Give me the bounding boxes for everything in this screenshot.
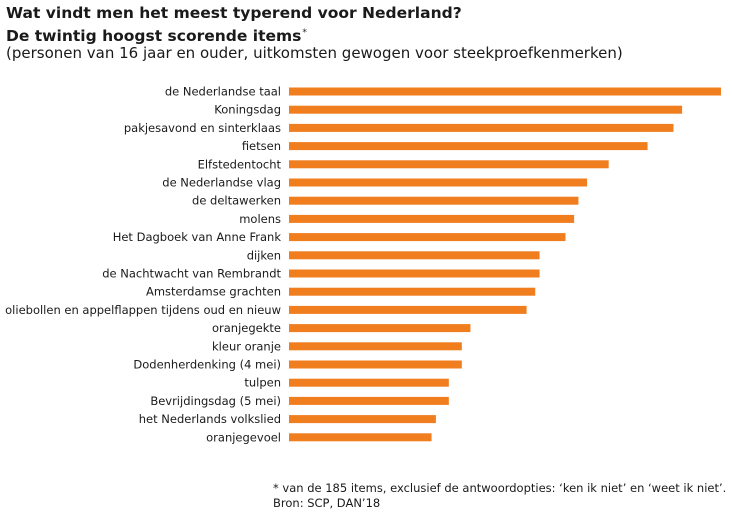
category-label: Koningsdag — [214, 103, 281, 117]
chart-subtitle: De twintig hoogst scorende items* — [6, 23, 307, 46]
bar — [289, 415, 436, 424]
chart-subtitle-text: De twintig hoogst scorende items — [6, 27, 302, 45]
category-label: dijken — [247, 248, 281, 262]
category-label: fietsen — [242, 139, 281, 153]
category-label: oliebollen en appelflappen tijdens oud e… — [5, 303, 281, 317]
bar — [289, 269, 540, 278]
source-line: Bron: SCP, DAN’18 — [273, 496, 381, 510]
bar — [289, 105, 683, 114]
bar — [289, 196, 579, 205]
bar — [289, 342, 462, 351]
bar — [289, 433, 432, 442]
category-label: Elfstedentocht — [198, 157, 282, 171]
category-label: de Nachtwacht van Rembrandt — [102, 267, 281, 281]
subtitle-footnote-marker: * — [302, 28, 307, 38]
bar — [289, 360, 462, 369]
bar — [289, 324, 471, 333]
bar — [289, 160, 609, 169]
bar — [289, 214, 575, 223]
category-label: tulpen — [244, 376, 281, 390]
category-label: Bevrijdingsdag (5 mei) — [150, 394, 281, 408]
category-label: oranjegevoel — [206, 430, 281, 444]
category-label: kleur oranje — [212, 339, 281, 353]
bar — [289, 87, 721, 96]
category-label: pakjesavond en sinterklaas — [124, 121, 281, 135]
category-label: de Nederlandse vlag — [162, 176, 281, 190]
bar — [289, 396, 449, 405]
bar — [289, 233, 566, 242]
category-label: de Nederlandse taal — [165, 85, 281, 99]
category-label: oranjegekte — [212, 321, 281, 335]
bar — [289, 142, 648, 151]
category-label: Dodenherdenking (4 mei) — [133, 358, 281, 372]
category-label: de deltawerken — [192, 194, 281, 208]
chart-note: (personen van 16 jaar en ouder, uitkomst… — [6, 44, 623, 62]
category-label: Amsterdamse grachten — [146, 285, 281, 299]
footnote: * van de 185 items, exclusief de antwoor… — [273, 481, 727, 495]
bar — [289, 287, 536, 296]
bar — [289, 123, 674, 132]
chart-title: Wat vindt men het meest typerend voor Ne… — [6, 4, 462, 22]
bar — [289, 251, 540, 260]
category-label: molens — [239, 212, 281, 226]
bar-chart: de Nederlandse taal Koningsdag pakjesavond… — [5, 85, 721, 444]
bar — [289, 378, 449, 387]
bar — [289, 305, 527, 314]
bar — [289, 178, 588, 187]
category-label: het Nederlands volkslied — [139, 412, 281, 426]
category-label: Het Dagboek van Anne Frank — [113, 230, 282, 244]
